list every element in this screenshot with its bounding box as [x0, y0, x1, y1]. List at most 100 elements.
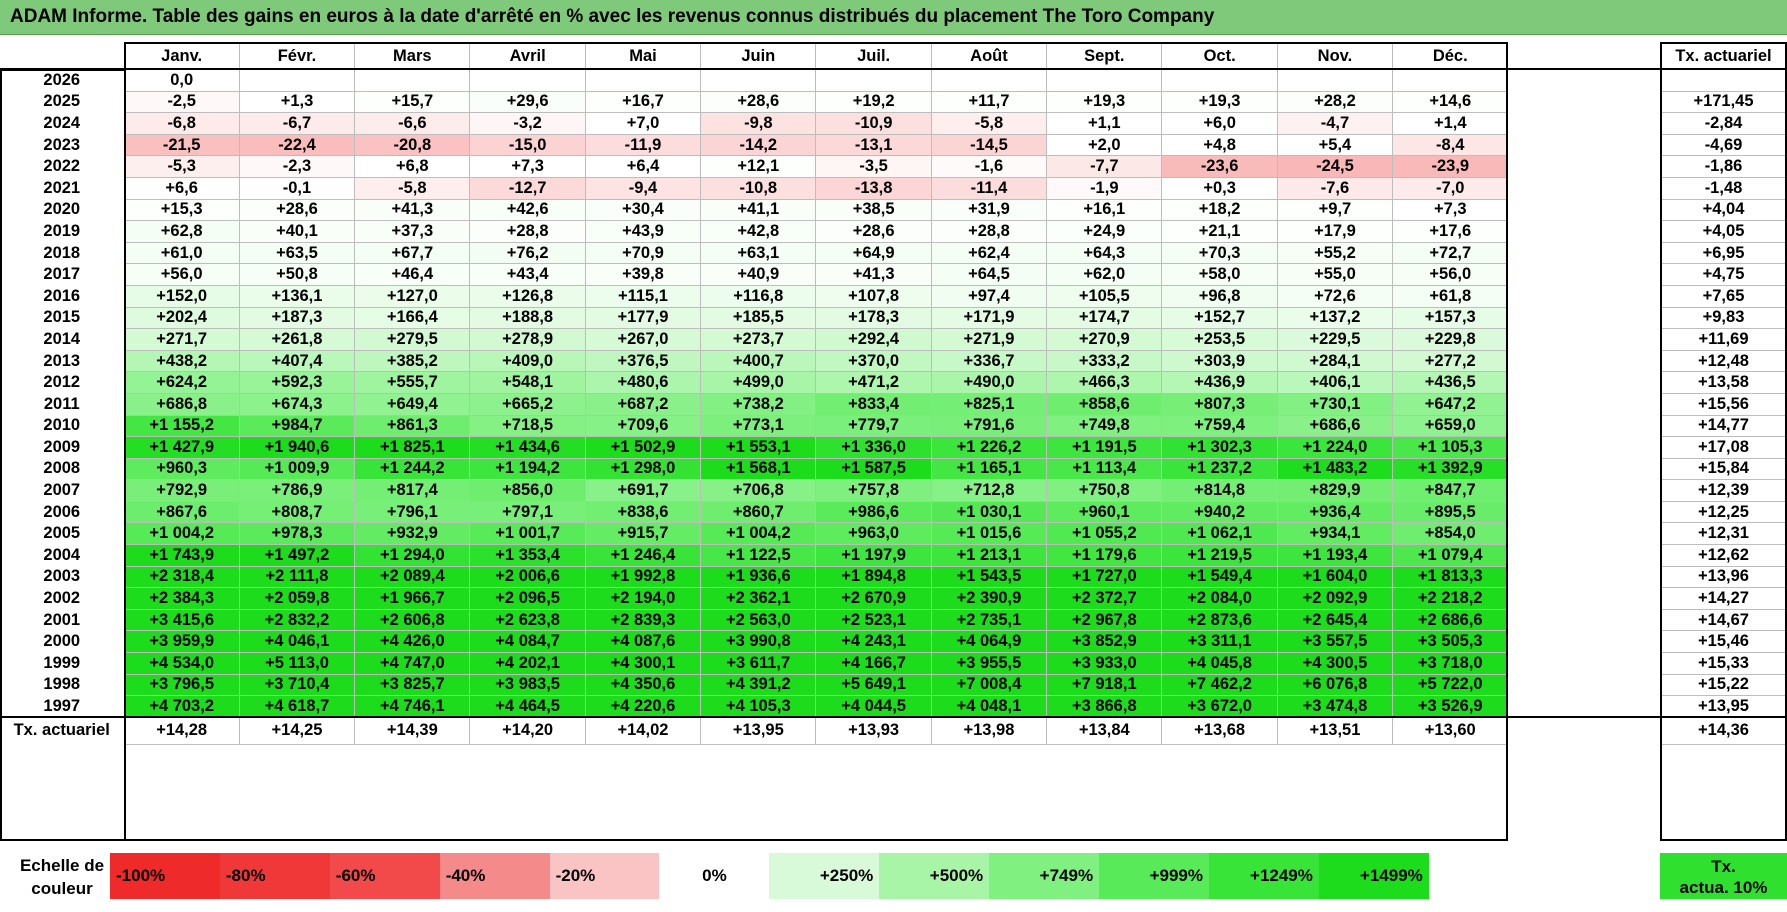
year-label: 2023: [43, 135, 81, 154]
value-cell: +279,5: [354, 328, 471, 351]
value-cell: -6,7: [238, 112, 356, 135]
value-cell: +825,1: [930, 392, 1048, 416]
rate-header-row: Tx. actuariel: [1660, 42, 1787, 70]
value-cell: +2 384,3: [123, 587, 240, 610]
value-cell: +1 113,4: [1046, 457, 1163, 481]
value-cell: +56,0: [1392, 263, 1509, 286]
value-cell: +105,5: [1046, 284, 1163, 308]
color-scale-swatch: -20%: [549, 853, 660, 899]
value-cell: -3,5: [815, 155, 932, 178]
value-cell: [1046, 69, 1163, 92]
value-cell: +686,6: [1276, 414, 1394, 438]
value-cell: +28,2: [1276, 90, 1394, 114]
value-cell: +718,5: [469, 414, 586, 438]
rate-cell: [1660, 69, 1787, 92]
value-cell: +856,0: [469, 479, 586, 502]
table-row: 2018 +61,0 +63,5 +67,7 +76,2 +70,9 +63,1 +64,9 +…: [0, 241, 1509, 265]
value-cell: +5 113,0: [238, 652, 356, 675]
value-cell: +39,8: [584, 263, 702, 286]
value-cell: -9,8: [700, 112, 817, 135]
value-cell: +548,1: [469, 371, 586, 394]
value-cell: +1 062,1: [1161, 522, 1278, 546]
value-cell: +4 046,1: [238, 630, 356, 654]
value-cell: +2 645,4: [1276, 608, 1394, 632]
value-cell: +37,3: [354, 220, 471, 243]
color-scale-swatch: -100%: [110, 853, 220, 899]
rate-row: +17,08: [1660, 436, 1787, 459]
footer-rate-cell: +13,84: [1046, 716, 1163, 745]
rate-cell: +17,08: [1660, 436, 1787, 459]
value-cell: +284,1: [1276, 349, 1394, 373]
value-cell: +1 155,2: [123, 414, 240, 438]
value-cell: +406,1: [1276, 371, 1394, 394]
value-cell: -7,0: [1392, 176, 1509, 200]
rate-cell: +14,77: [1660, 414, 1787, 438]
table-row: 2021 +6,6 -0,1 -5,8 -12,7 -9,4 -10,8 -13,8 -11,4…: [0, 176, 1509, 200]
value-cell: +867,6: [123, 500, 240, 524]
year-label: 2000: [43, 632, 81, 651]
month-header: Nov.: [1276, 42, 1394, 70]
value-cell: +1 105,3: [1392, 436, 1509, 459]
value-cell: +72,6: [1276, 284, 1394, 308]
value-cell: +1 004,2: [123, 522, 240, 546]
value-cell: +166,4: [354, 306, 471, 330]
value-cell: +21,1: [1161, 220, 1278, 243]
table-row: 2024 -6,8 -6,7 -6,6 -3,2 +7,0 -9,8 -10,9 -5,8 +1,…: [0, 112, 1509, 135]
value-cell: +7 918,1: [1046, 673, 1163, 697]
value-cell: +62,0: [1046, 263, 1163, 286]
value-cell: +229,8: [1392, 328, 1509, 351]
table-row: 2008 +960,3 +1 009,9 +1 244,2 +1 194,2 +1 298…: [0, 457, 1509, 481]
value-cell: +4 747,0: [354, 652, 471, 675]
value-cell: +16,7: [584, 90, 702, 114]
value-cell: +932,9: [354, 522, 471, 546]
year-label: 2001: [43, 610, 81, 629]
value-cell: +4 391,2: [700, 673, 817, 697]
value-cell: +436,5: [1392, 371, 1509, 394]
value-cell: +1 497,2: [238, 544, 356, 567]
value-cell: -5,8: [354, 176, 471, 200]
value-cell: +17,9: [1276, 220, 1394, 243]
value-cell: +61,0: [123, 241, 240, 265]
year-label: 2006: [43, 502, 81, 521]
table-row: 2014 +271,7 +261,8 +279,5 +278,9 +267,0 +273,7…: [0, 328, 1509, 351]
value-cell: -1,9: [1046, 176, 1163, 200]
value-cell: +2 606,8: [354, 608, 471, 632]
value-cell: +854,0: [1392, 522, 1509, 546]
value-cell: +686,8: [123, 392, 240, 416]
value-cell: [930, 69, 1048, 92]
value-cell: +14,6: [1392, 90, 1509, 114]
value-cell: [584, 69, 702, 92]
rate-cell: +15,46: [1660, 630, 1787, 654]
value-cell: +1 502,9: [584, 436, 702, 459]
month-header: Avril: [469, 42, 586, 70]
value-cell: +17,6: [1392, 220, 1509, 243]
value-cell: +659,0: [1392, 414, 1509, 438]
value-cell: -3,2: [469, 112, 586, 135]
rate-cell: +15,22: [1660, 673, 1787, 697]
value-cell: +5 649,1: [815, 673, 932, 697]
value-cell: +3 866,8: [1046, 695, 1163, 718]
value-cell: +936,4: [1276, 500, 1394, 524]
value-cell: +1 179,6: [1046, 544, 1163, 567]
table-row: 2023 -21,5 -22,4 -20,8 -15,0 -11,9 -14,2 -13,1-…: [0, 133, 1509, 157]
value-cell: +6 076,8: [1276, 673, 1394, 697]
year-label: 2005: [43, 524, 81, 543]
year-label: 2008: [43, 459, 81, 478]
value-cell: [1276, 69, 1394, 92]
footer-rate-cell: +14,28: [123, 716, 240, 745]
rate-cell: +7,65: [1660, 284, 1787, 308]
rate-row: +4,05: [1660, 220, 1787, 243]
table-row: 2010 +1 155,2 +984,7 +861,3 +718,5 +709,6 +773…: [0, 414, 1509, 438]
table-row: 2007 +792,9 +786,9 +817,4 +856,0 +691,7 +706,8…: [0, 479, 1509, 502]
rate-row: +6,95: [1660, 241, 1787, 265]
value-cell: +749,8: [1046, 414, 1163, 438]
value-cell: +178,3: [815, 306, 932, 330]
value-cell: +858,6: [1046, 392, 1163, 416]
value-cell: +2 523,1: [815, 608, 932, 632]
color-scale-swatch: +1499%: [1318, 853, 1429, 899]
value-cell: +592,3: [238, 371, 356, 394]
value-cell: +270,9: [1046, 328, 1163, 351]
value-cell: +4 464,5: [469, 695, 586, 718]
rate-row: -4,69: [1660, 133, 1787, 157]
value-cell: +1 992,8: [584, 565, 702, 589]
